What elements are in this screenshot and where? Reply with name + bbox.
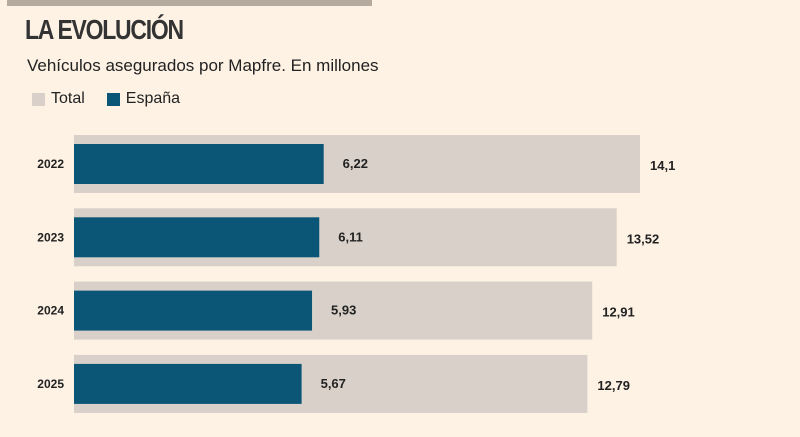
legend-label-total: Total	[51, 90, 85, 107]
chart-subtitle: Vehículos asegurados por Mapfre. En mill…	[27, 56, 379, 75]
category-label-2023: 2023	[37, 230, 64, 244]
bar-espana-2022	[74, 144, 324, 184]
legend: Total España	[32, 90, 202, 108]
value-label-total-2024: 12,91	[602, 305, 635, 320]
bar-espana-2025	[74, 363, 302, 404]
value-label-espana-2025: 5,67	[321, 376, 346, 391]
value-label-total-2022: 14,1	[650, 158, 675, 173]
bar-espana-2024	[74, 290, 313, 331]
legend-swatch-total	[32, 92, 45, 106]
legend-item-total: Total	[32, 90, 85, 108]
value-label-espana-2024: 5,93	[331, 303, 356, 318]
legend-swatch-espana	[106, 92, 120, 106]
value-label-espana-2022: 6,22	[343, 156, 368, 171]
chart-title: LA EVOLUCIÓN	[25, 14, 184, 45]
value-label-total-2023: 13,52	[627, 231, 660, 246]
value-label-total-2025: 12,79	[597, 378, 630, 393]
legend-item-espana: España	[106, 90, 181, 108]
top-rule	[7, 0, 372, 6]
legend-label-espana: España	[125, 90, 181, 107]
bar-espana-2023	[74, 217, 320, 258]
category-label-2024: 2024	[37, 304, 64, 318]
category-label-2022: 2022	[37, 157, 64, 171]
category-label-2025: 2025	[37, 377, 64, 391]
value-label-espana-2023: 6,11	[338, 229, 363, 244]
